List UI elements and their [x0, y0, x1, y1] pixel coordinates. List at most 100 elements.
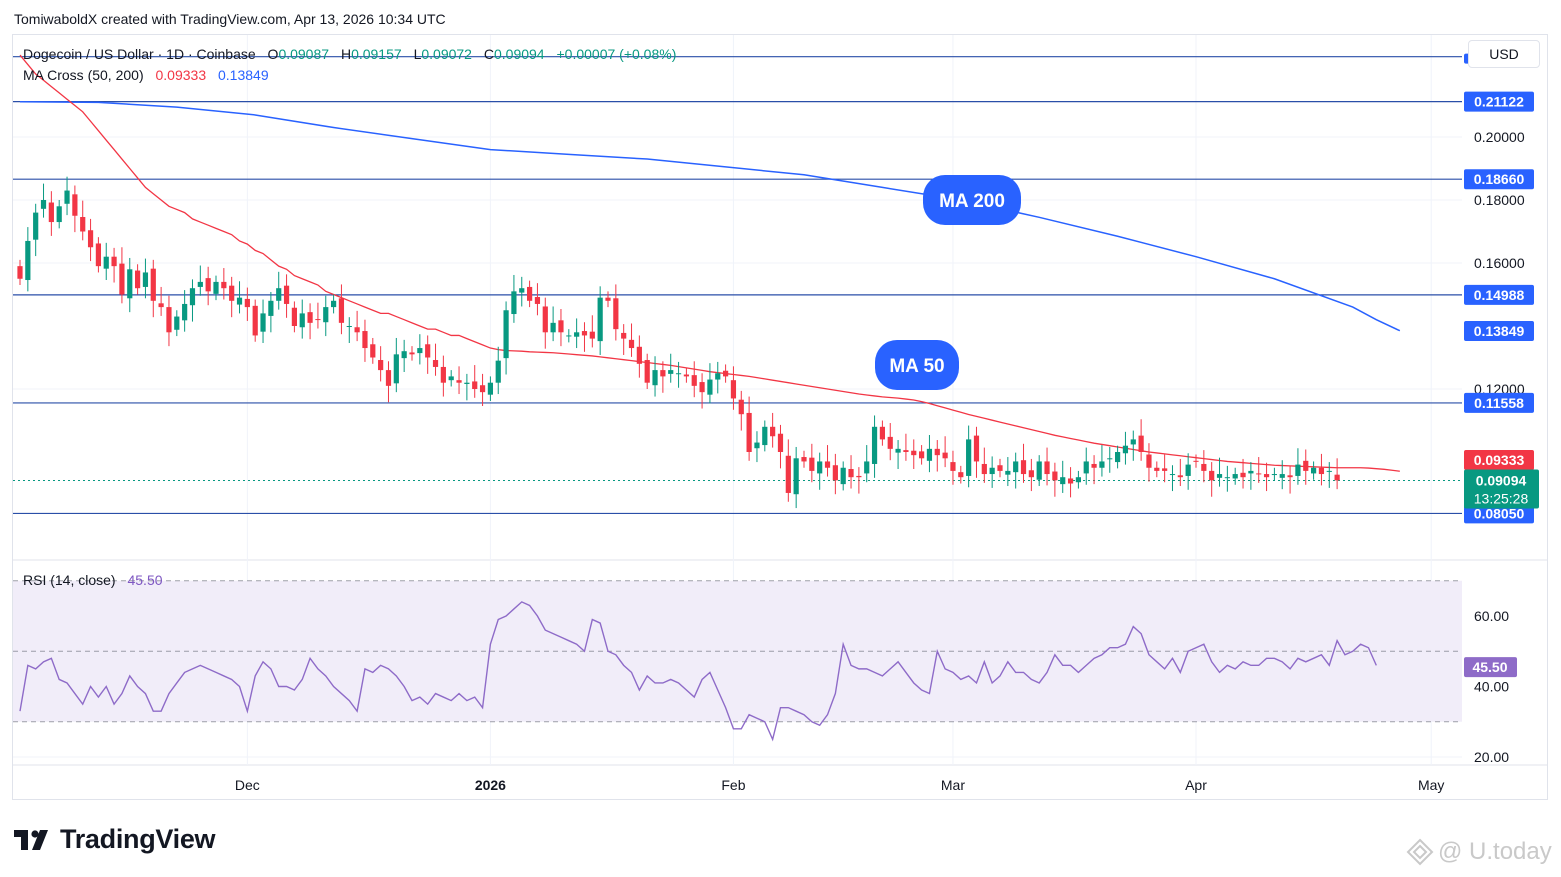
candle-up[interactable] [495, 360, 501, 383]
candle-down[interactable] [432, 360, 439, 367]
candle-up[interactable] [142, 272, 149, 287]
candle-down[interactable] [205, 278, 211, 292]
candle-down[interactable] [942, 452, 948, 459]
candle-down[interactable] [746, 412, 752, 452]
candle-up[interactable] [864, 461, 870, 474]
candle-down[interactable] [848, 469, 854, 478]
candle-down[interactable] [691, 375, 697, 386]
candle-down[interactable] [621, 332, 627, 339]
candle-up[interactable] [989, 467, 995, 475]
candle-up[interactable] [127, 269, 133, 299]
candle-up[interactable] [1295, 464, 1301, 476]
candle-up[interactable] [1107, 458, 1113, 460]
candle-up[interactable] [1122, 445, 1129, 454]
candle-up[interactable] [276, 288, 282, 301]
candle-down[interactable] [456, 380, 462, 383]
tradingview-logo[interactable]: TradingView [14, 824, 216, 855]
candle-up[interactable] [895, 448, 901, 453]
candle-up[interactable] [707, 379, 713, 395]
candle-down[interactable] [1318, 467, 1325, 475]
candle-up[interactable] [1185, 464, 1191, 476]
candle-down[interactable] [911, 450, 917, 456]
candle-up[interactable] [487, 382, 493, 395]
candle-up[interactable] [1279, 474, 1285, 478]
candle-down[interactable] [378, 360, 384, 371]
ma-legend[interactable]: MA Cross (50, 200) 0.09333 0.13849 [23, 67, 271, 83]
candle-down[interactable] [824, 461, 831, 468]
candle-up[interactable] [1232, 474, 1238, 479]
candle-down[interactable] [1209, 470, 1215, 481]
candle-up[interactable] [189, 288, 196, 306]
candle-down[interactable] [738, 399, 744, 415]
candle-up[interactable] [1326, 470, 1332, 472]
currency-button[interactable]: USD [1468, 40, 1540, 68]
candle-up[interactable] [793, 458, 799, 495]
candle-down[interactable] [730, 380, 737, 399]
candle-down[interactable] [958, 472, 964, 478]
candle-up[interactable] [417, 348, 423, 354]
candle-up[interactable] [1130, 439, 1136, 445]
candle-up[interactable] [401, 351, 407, 359]
candle-down[interactable] [158, 303, 164, 308]
candle-up[interactable] [652, 370, 658, 386]
candle-down[interactable] [80, 217, 86, 232]
candle-up[interactable] [1311, 467, 1317, 474]
candle-down[interactable] [338, 298, 345, 323]
candle-up[interactable] [33, 212, 39, 240]
candle-down[interactable] [1052, 471, 1058, 481]
candle-down[interactable] [362, 331, 368, 349]
candle-down[interactable] [166, 307, 172, 333]
candle-down[interactable] [683, 374, 689, 377]
candle-down[interactable] [150, 268, 156, 301]
candle-down[interactable] [425, 344, 431, 358]
candle-down[interactable] [581, 331, 588, 336]
candle-up[interactable] [268, 300, 274, 316]
candle-down[interactable] [785, 455, 791, 493]
candle-down[interactable] [48, 202, 54, 223]
candle-up[interactable] [1224, 477, 1230, 479]
candle-down[interactable] [221, 281, 227, 289]
candle-down[interactable] [315, 319, 321, 321]
candle-down[interactable] [973, 435, 980, 462]
candle-up[interactable] [103, 256, 109, 269]
candle-down[interactable] [229, 285, 235, 301]
candle-down[interactable] [244, 298, 250, 308]
candle-up[interactable] [393, 354, 399, 384]
candle-down[interactable] [291, 307, 297, 326]
candle-down[interactable] [770, 426, 776, 437]
candle-up[interactable] [1060, 477, 1066, 485]
candle-up[interactable] [840, 467, 846, 485]
candle-down[interactable] [1334, 474, 1340, 481]
candle-up[interactable] [260, 313, 266, 332]
candle-up[interactable] [668, 370, 674, 374]
candle-down[interactable] [87, 230, 94, 248]
candle-down[interactable] [1263, 474, 1270, 478]
candle-up[interactable] [1005, 470, 1011, 475]
candle-down[interactable] [723, 370, 729, 377]
candle-down[interactable] [605, 297, 611, 301]
candle-up[interactable] [1248, 470, 1254, 474]
candle-up[interactable] [299, 313, 305, 328]
candle-down[interactable] [1146, 454, 1152, 468]
candle-up[interactable] [346, 326, 352, 327]
candle-up[interactable] [174, 316, 180, 330]
candle-up[interactable] [503, 310, 509, 359]
candle-down[interactable] [1020, 460, 1027, 475]
candle-down[interactable] [252, 305, 258, 336]
candle-down[interactable] [111, 256, 117, 267]
candle-down[interactable] [1138, 435, 1144, 452]
candle-down[interactable] [832, 465, 838, 481]
candle-down[interactable] [887, 436, 893, 449]
candle-down[interactable] [950, 462, 956, 471]
candle-down[interactable] [1044, 461, 1050, 475]
candle-down[interactable] [997, 465, 1003, 471]
candle-down[interactable] [1303, 460, 1309, 471]
candle-down[interactable] [370, 344, 376, 358]
candle-down[interactable] [1067, 478, 1074, 484]
candle-up[interactable] [236, 297, 243, 305]
candle-up[interactable] [1099, 461, 1105, 468]
candle-down[interactable] [809, 457, 815, 471]
candle-down[interactable] [777, 433, 784, 452]
candle-up[interactable] [519, 288, 525, 293]
candle-up[interactable] [715, 373, 721, 380]
